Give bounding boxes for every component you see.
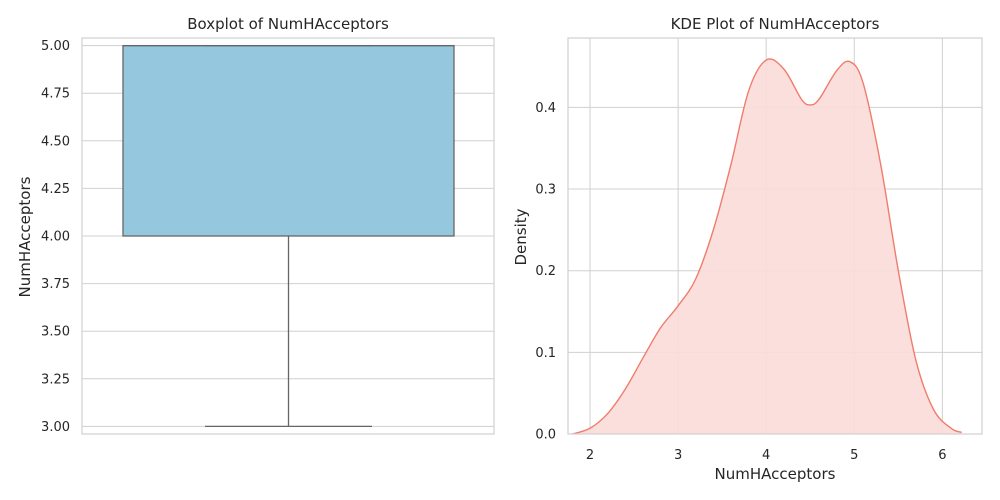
kde-density-line — [572, 58, 962, 435]
boxplot-panel: Boxplot of NumHAcceptors 3.00 3.25 3.50 3.7… — [16, 15, 495, 435]
boxplot-y-tick-label: 4.75 — [41, 87, 70, 102]
kde-area-fill — [572, 58, 962, 434]
kde-title: KDE Plot of NumHAcceptors — [671, 15, 880, 33]
kde-panel: KDE Plot of NumHAcceptors 0.00.10.20.30.… — [512, 15, 983, 483]
boxplot-title: Boxplot of NumHAcceptors — [187, 15, 389, 33]
kde-y-tick-labels: 0.0 0.1 0.2 0.3 0.4 — [535, 101, 556, 443]
kde-x-tick-label: 6 — [938, 448, 946, 463]
kde-x-tick-label: 5 — [850, 448, 858, 463]
kde-y-tick-label: 0.4 — [535, 101, 556, 116]
kde-x-axis-label: NumHAcceptors — [715, 465, 836, 483]
kde-y-axis-label: Density — [512, 208, 530, 265]
boxplot-y-tick-label: 5.00 — [41, 39, 70, 54]
kde-y-tick-label: 0.3 — [535, 183, 556, 198]
kde-density-group — [572, 58, 962, 435]
boxplot-y-tick-label: 4.50 — [41, 134, 70, 149]
boxplot-y-tick-labels: 3.00 3.25 3.50 3.75 4.00 4.25 4.50 4.75 5.00 — [41, 39, 70, 435]
boxplot-box — [122, 44, 455, 237]
boxplot-y-tick-label: 3.00 — [41, 420, 70, 435]
boxplot-y-tick-label: 3.50 — [41, 325, 70, 340]
kde-x-tick-label: 4 — [762, 448, 770, 463]
kde-y-tick-label: 0.1 — [535, 346, 556, 361]
kde-y-tick-label: 0.0 — [535, 428, 556, 443]
kde-x-tick-label: 3 — [674, 448, 682, 463]
boxplot-y-axis-label: NumHAcceptors — [16, 176, 34, 297]
boxplot-frame — [81, 37, 495, 435]
kde-x-tick-label: 2 — [586, 448, 594, 463]
boxplot-y-tick-label: 3.25 — [41, 372, 70, 387]
boxplot-y-tick-label: 3.75 — [41, 277, 70, 292]
kde-x-tick-labels: 2 3 4 5 6 — [586, 448, 947, 463]
boxplot-y-tick-label: 4.25 — [41, 182, 70, 197]
boxplot-y-tick-label: 4.00 — [41, 230, 70, 245]
kde-y-tick-label: 0.2 — [535, 264, 556, 279]
boxplot-box-group — [122, 44, 455, 428]
kde-frame — [567, 37, 983, 435]
